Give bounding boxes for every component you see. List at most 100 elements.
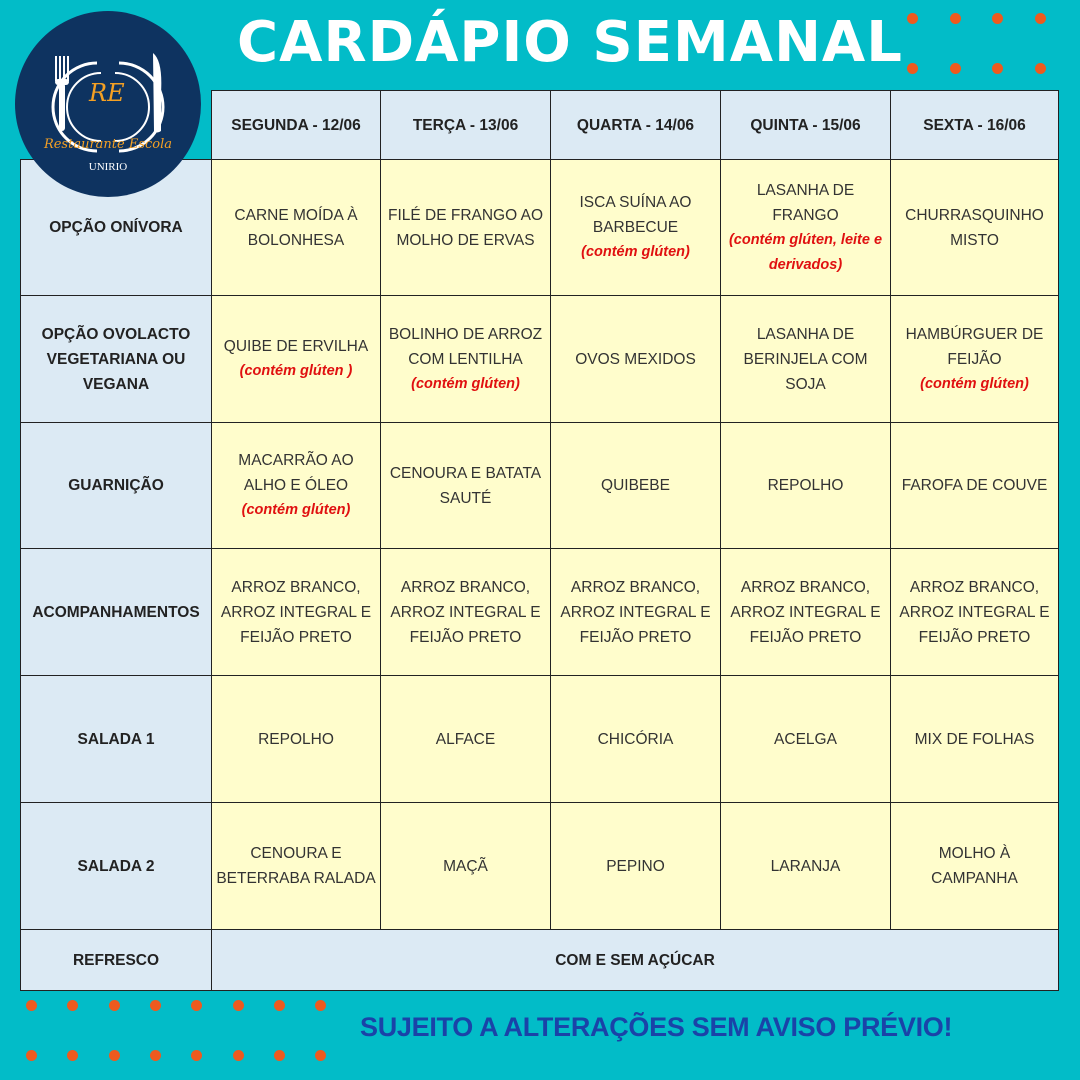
dish-name: MOLHO À CAMPANHA bbox=[931, 845, 1018, 887]
menu-cell: ISCA SUÍNA AO BARBECUE (contém glúten) bbox=[550, 159, 721, 296]
dish-name: MIX DE FOLHAS bbox=[914, 730, 1035, 748]
row-label: OPÇÃO OVOLACTO VEGETARIANA OU VEGANA bbox=[20, 295, 212, 423]
menu-cell: MOLHO À CAMPANHA bbox=[890, 802, 1059, 930]
dot bbox=[907, 13, 918, 24]
allergen-note: (contém glúten) bbox=[241, 502, 351, 518]
dot bbox=[191, 1050, 203, 1061]
menu-cell: REPOLHO bbox=[720, 422, 891, 549]
menu-cell: FAROFA DE COUVE bbox=[890, 422, 1059, 549]
dish-name: CENOURA E BATATA SAUTÉ bbox=[389, 464, 542, 507]
allergen-note: (contém glúten ) bbox=[239, 363, 353, 379]
dish-name: LARANJA bbox=[770, 857, 841, 875]
menu-cell: LARANJA bbox=[720, 802, 891, 930]
menu-cell: CENOURA E BETERRABA RALADA bbox=[211, 802, 381, 930]
menu-cell: MACARRÃO AO ALHO E ÓLEO (contém glúten) bbox=[211, 422, 381, 549]
dish-name: ISCA SUÍNA AO BARBECUE bbox=[579, 194, 692, 236]
day-header: QUARTA - 14/06 bbox=[550, 90, 721, 160]
dish-name: REPOLHO bbox=[258, 730, 334, 748]
dish-name: CENOURA E BETERRABA RALADA bbox=[216, 845, 376, 887]
dot bbox=[67, 1000, 79, 1011]
dish-name: LASANHA DE FRANGO bbox=[756, 181, 855, 224]
dish-name: BOLINHO DE ARROZ COM LENTILHA bbox=[388, 325, 543, 368]
dot bbox=[149, 1050, 161, 1061]
dot bbox=[907, 63, 918, 74]
row-label: SALADA 1 bbox=[20, 675, 212, 803]
menu-cell: MIX DE FOLHAS bbox=[890, 675, 1059, 803]
dish-name: CHURRASQUINHO MISTO bbox=[905, 206, 1044, 249]
menu-cell: ARROZ BRANCO, ARROZ INTEGRAL E FEIJÃO PR… bbox=[380, 548, 551, 676]
menu-cell: MAÇÃ bbox=[380, 802, 551, 930]
menu-cell: HAMBÚRGUER DE FEIJÃO (contém glúten) bbox=[890, 295, 1059, 423]
dish-name: QUIBE DE ERVILHA bbox=[223, 338, 369, 355]
row-label: OPÇÃO ONÍVORA bbox=[20, 159, 212, 296]
dish-name: ARROZ BRANCO, ARROZ INTEGRAL E FEIJÃO PR… bbox=[899, 578, 1050, 646]
day-header: QUINTA - 15/06 bbox=[720, 90, 891, 160]
dish-name: CARNE MOÍDA À BOLONHESA bbox=[234, 206, 358, 249]
dot bbox=[1035, 63, 1046, 74]
menu-cell: QUIBEBE bbox=[550, 422, 721, 549]
logo-name: Restaurante Escola bbox=[43, 137, 173, 152]
dish-name: HAMBÚRGUER DE FEIJÃO bbox=[905, 325, 1044, 368]
dot bbox=[108, 1000, 120, 1011]
refresco-value: COM E SEM AÇÚCAR bbox=[211, 929, 1059, 991]
dot bbox=[1035, 13, 1046, 24]
dish-name: FAROFA DE COUVE bbox=[901, 477, 1048, 494]
refresco-row: REFRESCO COM E SEM AÇÚCAR bbox=[20, 929, 1059, 991]
menu-cell: CENOURA E BATATA SAUTÉ bbox=[380, 422, 551, 549]
logo-institution: UNIRIO bbox=[88, 161, 128, 173]
dish-name: ARROZ BRANCO, ARROZ INTEGRAL E FEIJÃO PR… bbox=[730, 578, 881, 646]
restaurant-logo: RE Restaurante Escola UNIRIO bbox=[15, 11, 201, 197]
dish-name: PEPINO bbox=[606, 857, 665, 875]
menu-cell: ALFACE bbox=[380, 675, 551, 803]
allergen-note: (contém glúten) bbox=[581, 244, 690, 260]
page-title: CARDÁPIO SEMANAL bbox=[237, 10, 903, 75]
dot bbox=[232, 1050, 244, 1061]
dot bbox=[191, 1000, 203, 1011]
dot bbox=[992, 63, 1003, 74]
menu-row: SALADA 1 REPOLHO ALFACE CHICÓRIA ACELGA MIX D… bbox=[20, 675, 1059, 803]
plate-cutlery-icon bbox=[51, 53, 165, 153]
dot bbox=[273, 1050, 285, 1061]
allergen-note: (contém glúten) bbox=[411, 375, 520, 392]
dot bbox=[315, 1050, 327, 1061]
dish-name: ARROZ BRANCO, ARROZ INTEGRAL E FEIJÃO PR… bbox=[390, 578, 541, 646]
row-label: SALADA 2 bbox=[20, 802, 212, 930]
allergen-note: (contém glúten, leite e derivados) bbox=[728, 231, 883, 273]
row-label: REFRESCO bbox=[20, 929, 212, 991]
menu-cell: ARROZ BRANCO, ARROZ INTEGRAL E FEIJÃO PR… bbox=[720, 548, 891, 676]
menu-row: SALADA 2 CENOURA E BETERRABA RALADA MAÇÃ PE… bbox=[20, 802, 1059, 930]
menu-cell: PEPINO bbox=[550, 802, 721, 930]
menu-cell: BOLINHO DE ARROZ COM LENTILHA (contém glú… bbox=[380, 295, 551, 423]
menu-cell: QUIBE DE ERVILHA (contém glúten ) bbox=[211, 295, 381, 423]
menu-cell: FILÉ DE FRANGO AO MOLHO DE ERVAS bbox=[380, 159, 551, 296]
dish-name: QUIBEBE bbox=[601, 477, 670, 494]
menu-cell: CHURRASQUINHO MISTO bbox=[890, 159, 1059, 296]
dot bbox=[950, 63, 961, 74]
dish-name: LASANHA DE BERINJELA COM SOJA bbox=[743, 325, 868, 393]
menu-table: SEGUNDA - 12/06 TERÇA - 13/06 QUARTA - 14/… bbox=[20, 90, 1059, 991]
dot bbox=[950, 13, 961, 24]
menu-row: OPÇÃO ONÍVORA CARNE MOÍDA À BOLONHESA FILÉ… bbox=[20, 159, 1059, 296]
dish-name: MAÇÃ bbox=[443, 857, 488, 875]
dot bbox=[232, 1000, 244, 1011]
menu-row: ACOMPANHAMENTOS ARROZ BRANCO, ARROZ INTEG… bbox=[20, 548, 1059, 676]
row-label: ACOMPANHAMENTOS bbox=[20, 548, 212, 676]
row-label: GUARNIÇÃO bbox=[20, 422, 212, 549]
menu-row: OPÇÃO OVOLACTO VEGETARIANA OU VEGANA QUIB… bbox=[20, 295, 1059, 423]
dish-name: CHICÓRIA bbox=[597, 730, 674, 748]
dish-name: OVOS MEXIDOS bbox=[575, 350, 696, 368]
dot bbox=[149, 1000, 161, 1011]
dish-name: ARROZ BRANCO, ARROZ INTEGRAL E FEIJÃO PR… bbox=[560, 578, 711, 646]
logo-initials: RE bbox=[89, 79, 125, 107]
allergen-note: (contém glúten) bbox=[920, 375, 1029, 392]
dot bbox=[67, 1050, 79, 1061]
dot bbox=[992, 13, 1003, 24]
menu-cell: ARROZ BRANCO, ARROZ INTEGRAL E FEIJÃO PR… bbox=[550, 548, 721, 676]
menu-cell: CARNE MOÍDA À BOLONHESA bbox=[211, 159, 381, 296]
dot bbox=[273, 1000, 285, 1011]
dish-name: MACARRÃO AO ALHO E ÓLEO bbox=[238, 452, 354, 494]
dish-name: REPOLHO bbox=[767, 477, 844, 494]
day-header: SEGUNDA - 12/06 bbox=[211, 90, 381, 160]
day-header: TERÇA - 13/06 bbox=[380, 90, 551, 160]
day-header: SEXTA - 16/06 bbox=[890, 90, 1059, 160]
